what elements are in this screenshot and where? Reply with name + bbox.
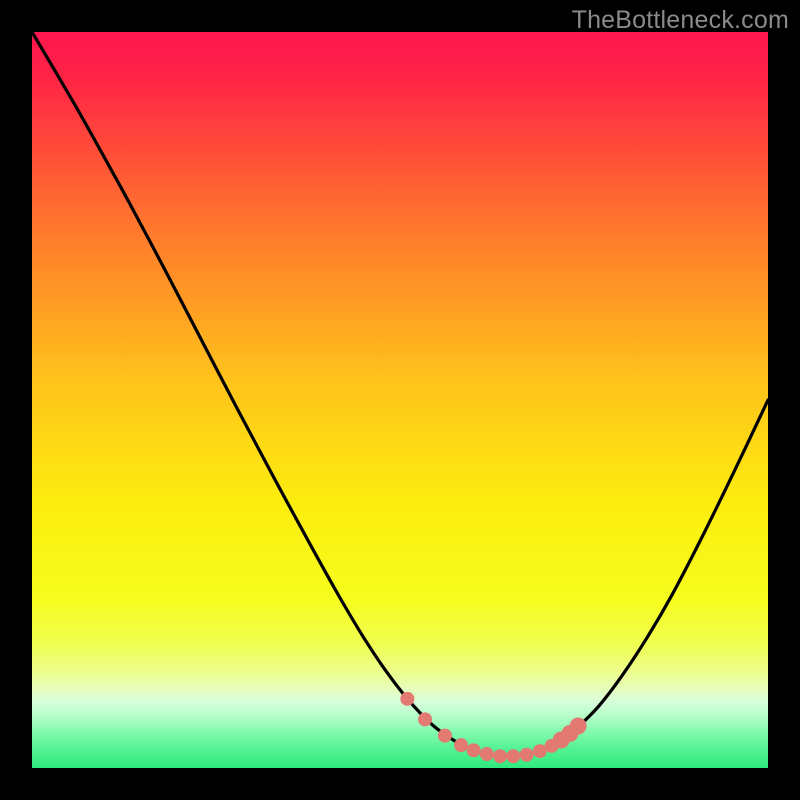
marker-dot: [480, 748, 493, 761]
marker-dot: [507, 750, 520, 763]
marker-dot: [401, 692, 414, 705]
marker-dot: [467, 744, 480, 757]
chart-stage: TheBottleneck.com: [0, 0, 800, 800]
gradient-background: [32, 32, 768, 768]
marker-dot: [494, 750, 507, 763]
marker-dot: [570, 718, 586, 734]
bottleneck-chart: [32, 32, 768, 768]
marker-dot: [419, 713, 432, 726]
marker-dot: [455, 739, 468, 752]
marker-dot: [520, 748, 533, 761]
watermark-text: TheBottleneck.com: [572, 6, 789, 35]
marker-dot: [438, 729, 451, 742]
marker-dot: [533, 745, 546, 758]
